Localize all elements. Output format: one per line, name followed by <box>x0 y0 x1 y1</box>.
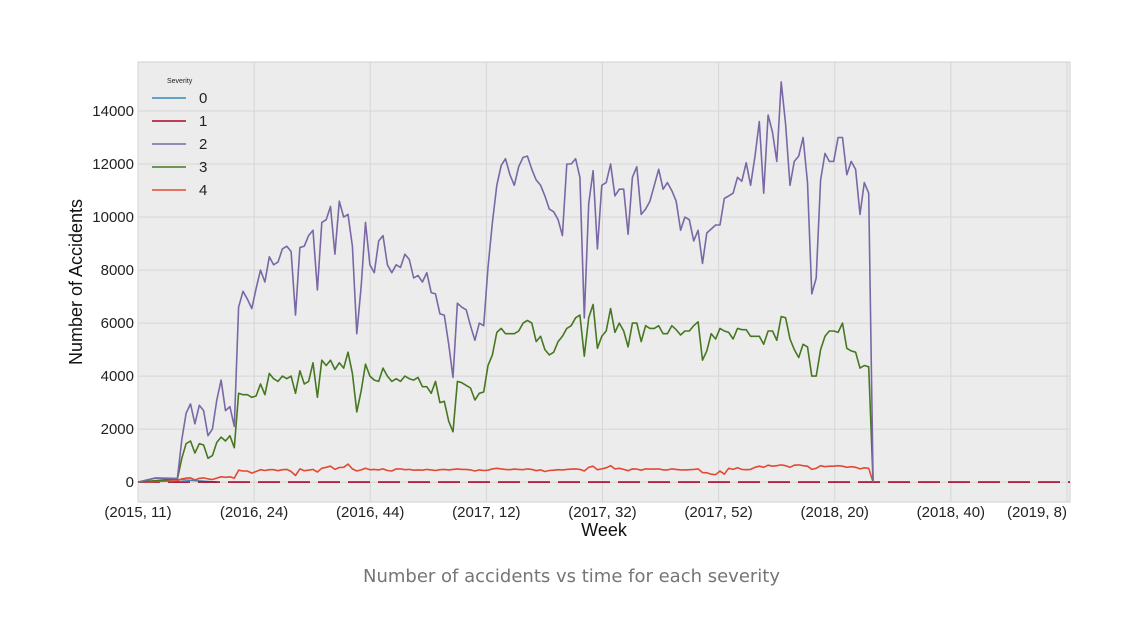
legend-label: 2 <box>199 136 207 153</box>
legend-label: 1 <box>199 113 207 130</box>
y-tick-label: 12000 <box>92 156 134 173</box>
gridlines <box>137 62 1070 502</box>
x-axis-title: Week <box>581 520 628 540</box>
figure-caption: Number of accidents vs time for each sev… <box>362 566 781 587</box>
x-axis-ticks: (2015, 11) (2016, 24) (2016, 44) (2017, 12)… <box>104 504 1067 521</box>
x-tick-label: (2016, 44) <box>336 504 404 521</box>
y-tick-label: 0 <box>126 474 134 491</box>
y-tick-label: 4000 <box>101 368 134 385</box>
y-axis-ticks: 0 2000 4000 6000 8000 10000 12000 14000 <box>92 103 134 491</box>
x-tick-label: (2018, 20) <box>801 504 869 521</box>
x-tick-label: (2017, 32) <box>568 504 636 521</box>
x-tick-label: (2017, 52) <box>684 504 752 521</box>
series-layer <box>137 81 1070 483</box>
series-line-4 <box>137 463 874 483</box>
legend-label: 0 <box>199 90 207 107</box>
series-line-3 <box>137 303 874 483</box>
legend-title: Severity <box>167 78 193 85</box>
y-tick-label: 2000 <box>101 421 134 438</box>
x-tick-label: (2015, 11) <box>104 504 171 521</box>
line-chart: 0 2000 4000 6000 8000 10000 12000 14000 (2015, … <box>66 61 1071 540</box>
x-tick-label: (2018, 40) <box>917 504 985 521</box>
y-tick-label: 14000 <box>92 103 134 120</box>
x-tick-label: (2016, 24) <box>220 504 288 521</box>
x-tick-label: (2019, 8) <box>1007 504 1067 521</box>
x-tick-label: (2017, 12) <box>452 504 520 521</box>
plot-area <box>137 61 1071 503</box>
legend-label: 4 <box>199 182 207 199</box>
series-line-2 <box>137 81 874 483</box>
y-axis-title: Number of Accidents <box>66 199 86 365</box>
y-tick-label: 8000 <box>101 262 134 279</box>
legend-label: 3 <box>199 159 207 176</box>
legend: Severity 0 1 2 3 4 <box>152 78 207 199</box>
y-tick-label: 6000 <box>101 315 134 332</box>
y-tick-label: 10000 <box>92 209 134 226</box>
